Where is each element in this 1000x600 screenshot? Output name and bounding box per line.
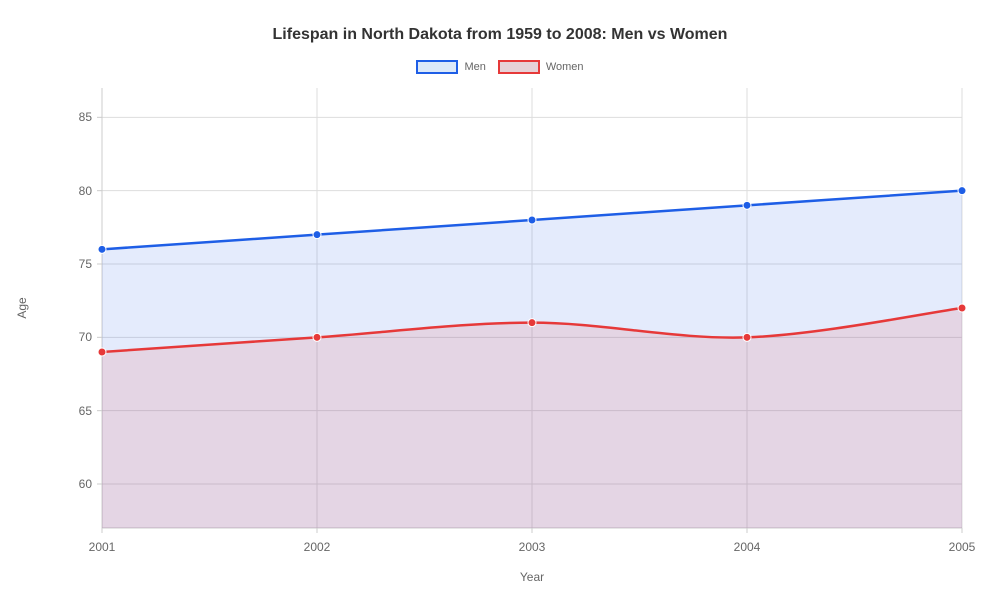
chart-container: Lifespan in North Dakota from 1959 to 20… <box>0 0 1000 600</box>
plot-svg <box>0 0 1000 600</box>
